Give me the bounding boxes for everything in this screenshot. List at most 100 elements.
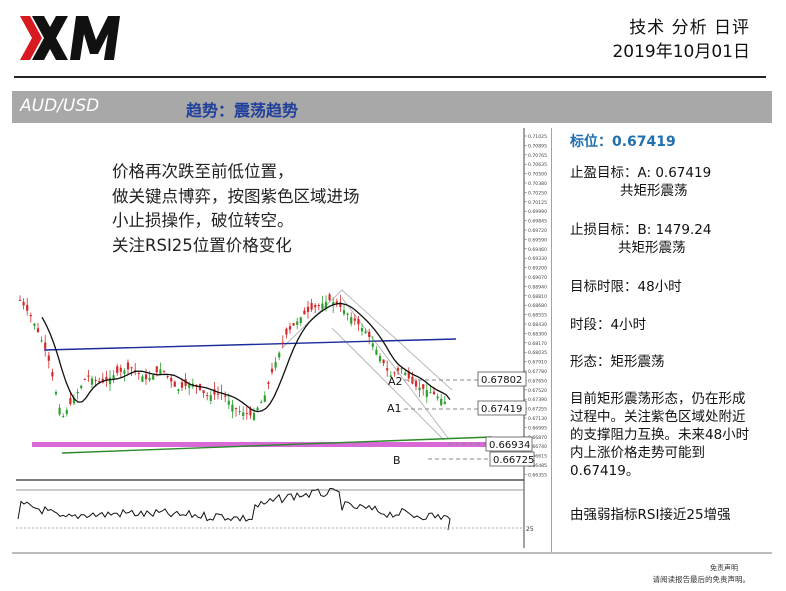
candle-body [407,371,410,379]
support-trend-line [61,436,493,454]
footer-rule [12,552,772,554]
candle-body [54,392,58,395]
axis-tick-label: 0.69460 [528,247,547,253]
candle-body [33,323,36,326]
disclaimer-text: 请阅读报告最后的免责声明。 [652,575,751,584]
price-a2: 0.67802 [481,375,522,386]
report-date: 2019年10月01日 [612,42,750,62]
candle-body [44,342,47,349]
header-rule [14,76,766,78]
candle-body [285,328,288,335]
candle-body [242,412,245,416]
axis-tick-label: 0.68680 [528,303,547,309]
candle-body [270,368,274,373]
axis-tick-label: 0.67650 [528,378,547,384]
axis-tick-label: 0.66870 [528,435,547,441]
candle-body [26,304,29,311]
axis-tick-label: 0.68430 [528,322,547,328]
candle-body [296,321,299,325]
analysis-line: 内上涨价格走势可能到 [570,445,705,461]
candle-body [249,409,252,416]
candle-body [252,413,256,420]
candle-body [72,398,76,404]
candle-body [105,376,108,381]
candle-body [116,366,119,373]
candle-body [281,342,284,344]
candle-body [404,372,407,376]
candle-body [47,355,50,361]
price-b: 0.66725 [493,455,534,466]
candle-body [152,375,155,380]
candle-body [112,375,115,379]
candle-body [69,398,72,404]
candle-body [288,326,292,330]
axis-tick-label: 0.68810 [528,294,547,300]
candle-body [375,349,378,355]
candle-body [292,323,295,326]
candle-body [425,389,428,397]
candle-body [155,366,158,373]
support-zone [32,442,492,447]
annotation-line: 小止损操作，破位转空。 [112,211,294,230]
candle-body [98,381,101,383]
candle-body [346,313,349,315]
candle-body [65,410,68,414]
candle-body [382,359,385,364]
axis-tick-label: 0.70500 [528,172,547,178]
candle-body [414,380,418,387]
take-profit: 止盈目标：A: 0.67419 [570,165,712,181]
candle-body [159,369,162,374]
channel-lower-line [331,327,445,441]
candle-body [310,303,313,310]
candle-body [231,404,234,412]
analysis-line: 目前矩形震荡形态，仍在形成 [570,391,746,407]
price-mid: 0.66934 [489,440,530,451]
axis-tick-label: 0.68940 [528,284,547,290]
analysis-line: 0.67419。 [570,463,640,479]
axis-tick-label: 0.68035 [528,350,547,356]
label-a2: A2 [388,375,403,388]
price-a1: 0.67419 [481,404,522,415]
stop-loss: 止损目标：B: 1479.24 [570,222,712,238]
target-price: 标位：0.67419 [570,134,676,150]
candle-body [418,387,421,391]
candle-body [260,402,263,404]
timeframe: 时段：4小时 [570,317,647,333]
candle-body [177,389,180,392]
label-b: B [393,454,401,467]
candle-body [440,398,443,406]
candle-body [184,379,187,386]
candle-body [371,343,374,347]
candle-body [29,314,32,317]
chart-annotation: 价格再次跌至前低位置， 做关键点博弈，按图紫色区域进场 小止损操作，破位转空。 … [112,160,432,258]
axis-tick-label: 0.67910 [528,360,547,366]
candle-body [360,328,364,332]
candle-body [144,374,148,380]
candlesticks [18,292,446,422]
candle-body [51,372,54,377]
candle-body [245,413,248,415]
candle-body [278,352,281,358]
axis-tick-label: 0.69070 [528,275,547,281]
report-title: 技术 分析 日评 [629,18,750,38]
candle-body [314,305,317,308]
candle-body [213,389,216,395]
axis-tick-label: 0.69720 [528,228,547,234]
axis-tick-label: 0.66485 [528,463,547,469]
candle-body [432,391,436,395]
axis-tick-label: 0.67390 [528,397,547,403]
disclaimer-title: 免责声明 [710,564,738,572]
candle-body [335,301,338,305]
candle-body [58,407,61,415]
candle-body [126,362,130,370]
candle-body [306,306,310,312]
candle-body [256,407,259,411]
resistance-line [43,338,457,351]
axis-tick-label: 0.67780 [528,369,547,375]
candle-body [206,395,209,397]
candle-body [80,385,83,388]
candle-body [393,372,396,374]
moving-average-line [41,302,451,413]
price-axis-ticks: 0.71025 0.70895 0.70765 0.70635 0.70500 0.703… [524,134,547,478]
axis-tick-label: 0.66740 [528,444,547,450]
